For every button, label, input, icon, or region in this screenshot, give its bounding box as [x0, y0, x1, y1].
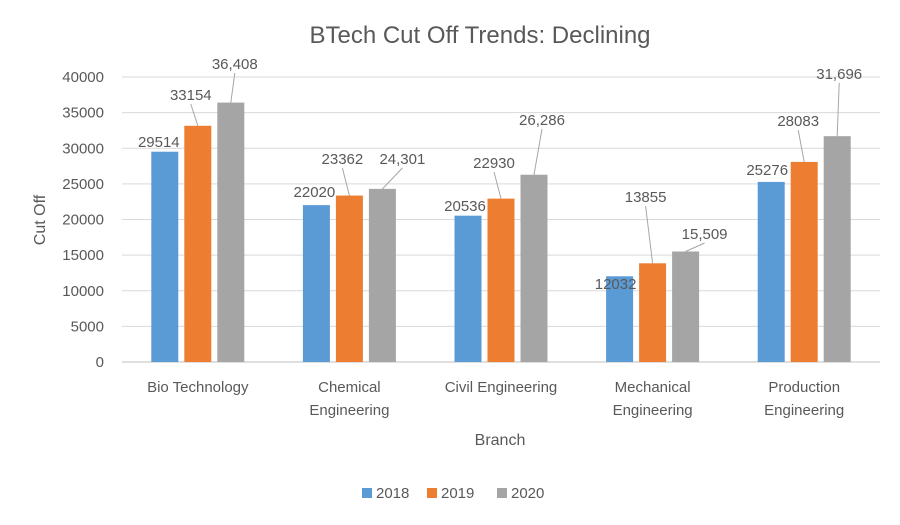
legend-swatch-2018 — [362, 488, 372, 498]
leader-line — [645, 205, 654, 264]
legend-label: 2018 — [376, 485, 409, 502]
bar-2018 — [302, 205, 330, 362]
data-label: 28083 — [777, 113, 819, 130]
bar-2019 — [335, 195, 363, 362]
data-label: 36,408 — [212, 56, 258, 73]
bars — [151, 102, 851, 363]
data-label: 33154 — [170, 87, 212, 104]
data-label: 15,509 — [682, 226, 728, 243]
legend-swatch-2019 — [427, 488, 437, 498]
y-tick-label: 30000 — [62, 140, 104, 157]
legend-swatch-2020 — [497, 488, 507, 498]
x-tick-label: Civil Engineering — [445, 379, 558, 396]
x-tick-label: Engineering — [764, 402, 844, 419]
bar-2019 — [639, 263, 667, 362]
data-label: 24,301 — [379, 151, 425, 168]
bar-2020 — [368, 188, 396, 362]
legend-label: 2020 — [511, 485, 544, 502]
leader-line — [382, 167, 403, 190]
leader-line — [493, 171, 502, 199]
bar-2020 — [823, 136, 851, 362]
x-tick-label: Engineering — [309, 402, 389, 419]
legend: 2018 2019 2020 — [362, 485, 544, 502]
bar-2020 — [520, 174, 548, 362]
data-label: 13855 — [625, 189, 667, 206]
data-label: 25276 — [746, 162, 788, 179]
leader-line — [341, 167, 350, 196]
y-tick-label: 40000 — [62, 69, 104, 86]
x-tick-label: Production — [768, 379, 840, 396]
legend-label: 2019 — [441, 485, 474, 502]
leader-lines — [190, 72, 840, 264]
y-tick-label: 10000 — [62, 283, 104, 300]
data-label: 23362 — [322, 151, 364, 168]
data-label: 22930 — [473, 155, 515, 172]
bar-2018 — [454, 215, 482, 362]
x-axis-title: Branch — [475, 432, 526, 449]
y-tick-label: 35000 — [62, 105, 104, 122]
data-label: 31,696 — [816, 66, 862, 83]
y-tick-label: 20000 — [62, 212, 104, 229]
bar-2018 — [606, 276, 634, 362]
data-label: 12032 — [595, 276, 637, 293]
x-tick-label: Chemical — [318, 379, 381, 396]
x-tick-label: Engineering — [613, 402, 693, 419]
y-axis-title: Cut Off — [32, 194, 49, 245]
bar-2020 — [217, 102, 245, 362]
chart-title: BTech Cut Off Trends: Declining — [309, 22, 650, 49]
bar-2019 — [790, 161, 818, 362]
bar-2019 — [487, 198, 515, 362]
y-tick-label: 15000 — [62, 247, 104, 264]
leader-line — [836, 82, 840, 137]
leader-line — [190, 103, 199, 126]
y-tick-label: 5000 — [71, 318, 104, 335]
data-label: 26,286 — [519, 112, 565, 129]
leader-line — [533, 128, 543, 175]
bar-2018 — [757, 181, 785, 362]
x-axis-ticks: Bio Technology Chemical Engineering Civil E… — [147, 379, 844, 419]
bar-2020 — [672, 251, 700, 362]
y-tick-label: 25000 — [62, 176, 104, 193]
data-labels: 29514 22020 20536 12032 25276 33154 23362 22930… — [138, 56, 862, 293]
leader-line — [685, 242, 705, 252]
leader-line — [230, 72, 236, 103]
data-label: 20536 — [444, 198, 486, 215]
bar-2018 — [151, 151, 179, 362]
data-label: 22020 — [294, 184, 336, 201]
leader-line — [797, 129, 805, 163]
x-tick-label: Bio Technology — [147, 379, 249, 396]
y-tick-label: 0 — [96, 354, 104, 371]
y-axis-ticks: 0 5000 10000 15000 20000 25000 30000 35000 40000 — [62, 69, 104, 371]
data-label: 29514 — [138, 134, 180, 151]
bar-2019 — [184, 125, 212, 363]
x-tick-label: Mechanical — [615, 379, 691, 396]
